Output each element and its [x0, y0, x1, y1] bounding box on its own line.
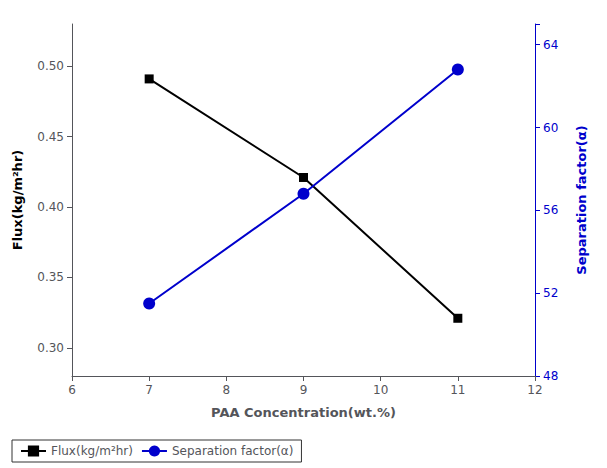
- svg-text:56: 56: [543, 203, 558, 217]
- svg-text:Flux(kg/m²hr): Flux(kg/m²hr): [51, 444, 133, 458]
- svg-text:PAA Concentration(wt.%): PAA Concentration(wt.%): [211, 405, 396, 420]
- svg-text:0.40: 0.40: [37, 200, 64, 214]
- svg-text:60: 60: [543, 121, 558, 135]
- svg-text:48: 48: [543, 369, 558, 383]
- svg-text:Separation factor(α): Separation factor(α): [574, 125, 589, 274]
- svg-text:52: 52: [543, 286, 558, 300]
- svg-text:Flux(kg/m²hr): Flux(kg/m²hr): [10, 150, 25, 250]
- svg-text:12: 12: [527, 383, 542, 397]
- svg-text:0.35: 0.35: [37, 270, 64, 284]
- svg-text:8: 8: [223, 383, 231, 397]
- svg-text:0.45: 0.45: [37, 130, 64, 144]
- svg-text:7: 7: [145, 383, 153, 397]
- svg-text:0.50: 0.50: [37, 59, 64, 73]
- svg-text:9: 9: [300, 383, 308, 397]
- svg-text:64: 64: [543, 38, 558, 52]
- svg-text:6: 6: [68, 383, 76, 397]
- svg-text:11: 11: [450, 383, 465, 397]
- svg-text:0.30: 0.30: [37, 341, 64, 355]
- svg-text:10: 10: [373, 383, 388, 397]
- svg-text:Separation factor(α): Separation factor(α): [172, 444, 293, 458]
